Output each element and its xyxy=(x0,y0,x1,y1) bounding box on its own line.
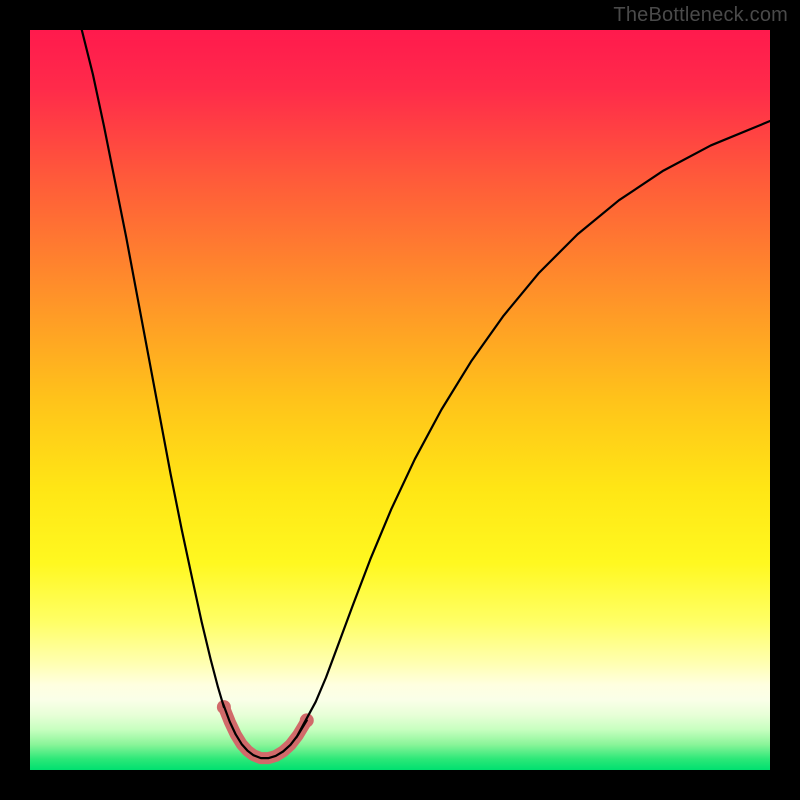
watermark-text: TheBottleneck.com xyxy=(613,4,788,27)
bottleneck-curve-chart xyxy=(0,0,800,800)
plot-background xyxy=(30,30,770,770)
frame-border-left xyxy=(0,0,30,800)
frame-border-bottom xyxy=(0,770,800,800)
frame-border-right xyxy=(770,0,800,800)
chart-container: TheBottleneck.com xyxy=(0,0,800,800)
